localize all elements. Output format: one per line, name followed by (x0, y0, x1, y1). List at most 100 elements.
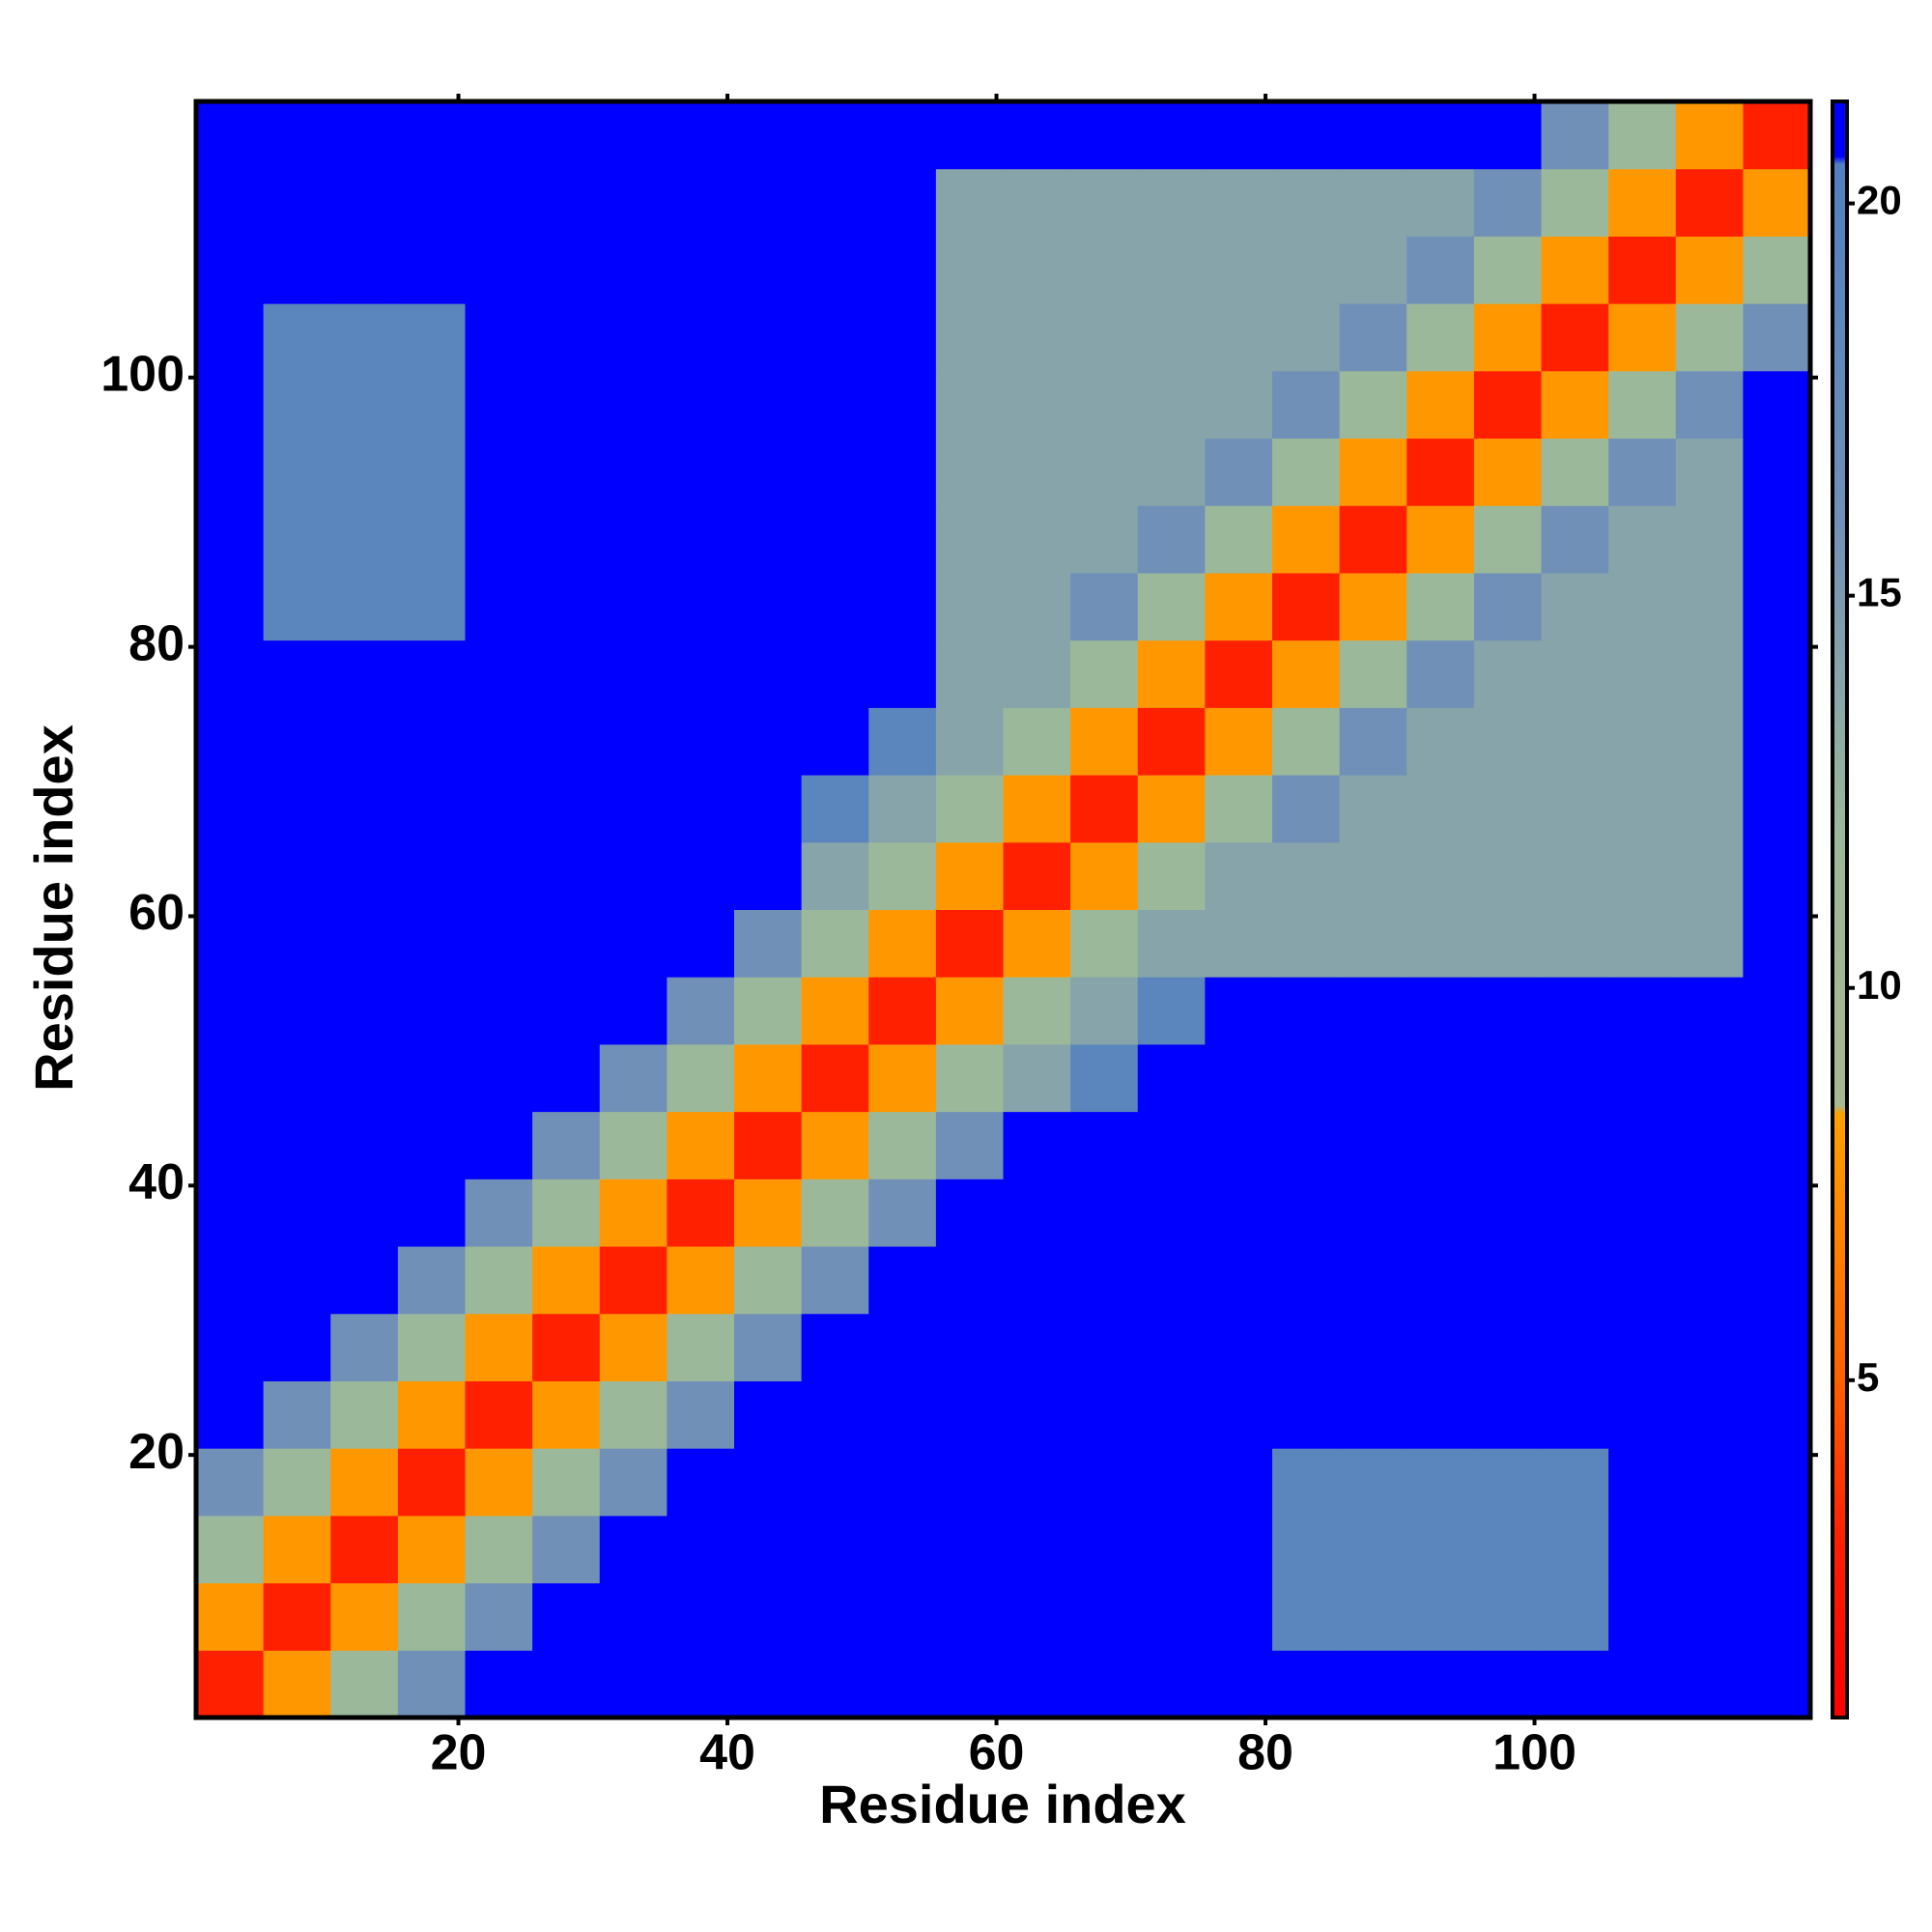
cell (667, 236, 735, 304)
cell (1339, 1179, 1407, 1247)
cell (465, 101, 533, 170)
cell (465, 909, 533, 978)
cell (1406, 303, 1475, 372)
cell (1339, 101, 1407, 170)
cell (667, 1650, 735, 1719)
cell (868, 1246, 937, 1315)
cell (1137, 841, 1206, 910)
x-tick-label: 60 (969, 1725, 1025, 1781)
cell (599, 977, 668, 1045)
x-tick-label: 80 (1237, 1725, 1293, 1781)
cell (1003, 707, 1071, 776)
cell (599, 236, 668, 304)
cell (935, 236, 1004, 304)
cell (868, 1582, 937, 1651)
cell (801, 438, 869, 506)
cell (1339, 572, 1407, 641)
cell (868, 1043, 937, 1113)
cell (397, 639, 466, 708)
cell (1743, 303, 1811, 372)
cell (1608, 370, 1677, 440)
cell (397, 1111, 466, 1179)
cell (667, 370, 735, 440)
cell (1272, 1111, 1341, 1179)
cell (868, 707, 937, 776)
cell (734, 1313, 803, 1381)
cell (1272, 1650, 1341, 1719)
cell (1473, 1650, 1542, 1719)
cell (330, 1380, 399, 1449)
cell (801, 1246, 869, 1315)
cell (1406, 1179, 1475, 1247)
cell (1339, 1043, 1407, 1113)
cell (1137, 438, 1206, 506)
cell (1541, 909, 1609, 978)
cell (599, 505, 668, 574)
cell (935, 1313, 1004, 1381)
cell (734, 303, 803, 372)
cell (532, 505, 601, 574)
cell (1003, 1246, 1071, 1315)
cell (196, 168, 265, 237)
cell (1406, 909, 1475, 978)
cell (1205, 101, 1273, 170)
cell (935, 909, 1004, 978)
cell (532, 101, 601, 170)
cell (1137, 572, 1206, 641)
cell (1339, 1111, 1407, 1179)
cell (1137, 1313, 1206, 1381)
cell (935, 977, 1004, 1045)
cell (1272, 1179, 1341, 1247)
cell (532, 1515, 601, 1584)
cell (935, 370, 1004, 440)
cell (1608, 168, 1677, 237)
cell (599, 168, 668, 237)
cell (263, 841, 331, 910)
cell (1339, 639, 1407, 708)
cell (1339, 1650, 1407, 1719)
cell (1070, 303, 1139, 372)
cell (1406, 1650, 1475, 1719)
cell (801, 841, 869, 910)
cell (599, 1313, 668, 1381)
cell (667, 438, 735, 506)
cell (599, 438, 668, 506)
cell (397, 168, 466, 237)
cell (1675, 1043, 1744, 1113)
cell (1003, 977, 1071, 1045)
cell (1339, 841, 1407, 910)
cell (465, 1313, 533, 1381)
cell (868, 1650, 937, 1719)
cell (1608, 639, 1677, 708)
cell (1137, 505, 1206, 574)
cell (397, 505, 466, 574)
colorbar-tick-label: 15 (1857, 570, 1902, 615)
cell (1541, 1515, 1609, 1584)
cell (532, 1313, 601, 1381)
cell (868, 236, 937, 304)
cell (734, 841, 803, 910)
cell (734, 1515, 803, 1584)
cell (1339, 977, 1407, 1045)
cell (1473, 101, 1542, 170)
cell (868, 168, 937, 237)
cell (330, 1582, 399, 1651)
cell (263, 639, 331, 708)
cell (1070, 505, 1139, 574)
cell (868, 370, 937, 440)
cell (263, 1515, 331, 1584)
cell (196, 1111, 265, 1179)
cell (1272, 841, 1341, 910)
cell (532, 1448, 601, 1517)
cell (196, 438, 265, 506)
cell (1541, 707, 1609, 776)
cell (196, 505, 265, 574)
cell (1003, 1448, 1071, 1517)
cell (1003, 1515, 1071, 1584)
cell (1675, 707, 1744, 776)
cell (1675, 438, 1744, 506)
cell (397, 303, 466, 372)
cell (1137, 909, 1206, 978)
cell (532, 303, 601, 372)
cell (1339, 438, 1407, 506)
